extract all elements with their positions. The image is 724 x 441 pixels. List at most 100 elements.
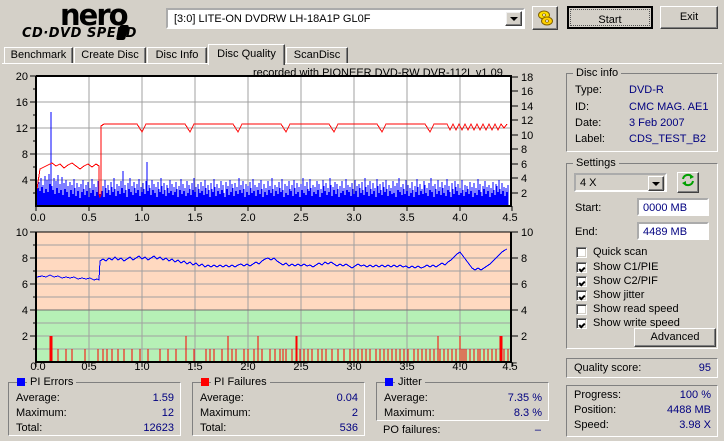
disc-date-value: 3 Feb 2007 bbox=[629, 117, 685, 129]
speed-label: Speed: bbox=[574, 419, 609, 431]
pi-errors-chart[interactable]: 20 16 12 8 4 18 16 14 12 10 8 6 4 2 bbox=[0, 66, 560, 222]
svg-text:8: 8 bbox=[22, 253, 28, 265]
exit-button[interactable]: Exit bbox=[660, 6, 718, 29]
pi-failures-stats-group: PI Failures Average: 0.04 Maximum: 2 Tot… bbox=[192, 376, 365, 436]
scan-end-input[interactable]: 4489 MB bbox=[637, 222, 709, 240]
drive-select-value: [3:0] LITE-ON DVDRW LH-18A1P GL0F bbox=[174, 13, 371, 25]
svg-text:10: 10 bbox=[521, 130, 533, 142]
tab-disc-quality[interactable]: Disc Quality bbox=[208, 44, 285, 65]
po-failures-value: – bbox=[534, 424, 541, 436]
svg-text:4.0: 4.0 bbox=[452, 212, 467, 222]
svg-text:10: 10 bbox=[521, 227, 533, 239]
pi-failures-maximum-label: Maximum: bbox=[200, 407, 251, 419]
tab-disc-quality-label: Disc Quality bbox=[217, 48, 276, 60]
show-c1-pie-label: Show C1/PIE bbox=[593, 261, 659, 273]
refresh-icon bbox=[682, 173, 694, 187]
pi-failures-color-swatch bbox=[201, 378, 209, 386]
svg-text:1.5: 1.5 bbox=[187, 212, 202, 222]
position-label: Position: bbox=[574, 404, 617, 416]
svg-text:2.0: 2.0 bbox=[240, 212, 255, 222]
pi-errors-color-swatch bbox=[17, 378, 25, 386]
tab-bar: Benchmark Create Disc Disc Info Disc Qua… bbox=[0, 44, 724, 65]
disc-label-label: Label: bbox=[575, 133, 605, 145]
disc-info-group: Disc info Type: DVD-R ID: CMC MAG. AE1 D… bbox=[566, 67, 718, 152]
svg-text:16: 16 bbox=[16, 97, 28, 109]
position-value: 4488 MB bbox=[666, 404, 711, 416]
show-write-speed-checkbox[interactable] bbox=[576, 318, 587, 329]
disc-id-label: ID: bbox=[575, 101, 590, 113]
svg-text:4: 4 bbox=[521, 173, 527, 185]
svg-text:0.5: 0.5 bbox=[81, 212, 96, 222]
chevron-down-icon bbox=[652, 181, 660, 186]
show-c2-pif-checkbox[interactable] bbox=[576, 276, 587, 287]
jitter-average-label: Average: bbox=[384, 392, 428, 404]
jitter-maximum-value: 8.3 % bbox=[513, 407, 542, 419]
quick-scan-checkbox[interactable] bbox=[576, 247, 587, 258]
svg-text:0.0: 0.0 bbox=[30, 361, 45, 370]
disc-date-label: Date: bbox=[575, 117, 602, 129]
jitter-average-value: 7.35 % bbox=[507, 392, 542, 404]
quality-score-value: 95 bbox=[698, 362, 711, 374]
refresh-button[interactable] bbox=[677, 172, 699, 193]
chevron-down-icon bbox=[509, 16, 518, 21]
svg-text:3.0: 3.0 bbox=[346, 212, 361, 222]
speed-select[interactable]: 4 X bbox=[574, 173, 667, 192]
pi-errors-average-label: Average: bbox=[16, 392, 60, 404]
svg-text:20: 20 bbox=[16, 71, 28, 83]
pi-failures-average-value: 0.04 bbox=[336, 392, 358, 404]
drive-dropdown-button[interactable] bbox=[505, 11, 522, 26]
speed-dropdown-button[interactable] bbox=[648, 176, 664, 191]
tab-disc-info[interactable]: Disc Info bbox=[147, 47, 207, 64]
pi-failures-legend: PI Failures bbox=[211, 376, 270, 388]
svg-text:1.0: 1.0 bbox=[134, 361, 149, 370]
svg-text:6: 6 bbox=[521, 279, 527, 291]
jitter-line bbox=[36, 248, 508, 281]
jitter-pif-chart[interactable]: 10 8 6 4 2 10 8 6 4 2 bbox=[0, 224, 560, 370]
show-c1-pie-checkbox[interactable] bbox=[576, 262, 587, 273]
scan-start-input[interactable]: 0000 MB bbox=[637, 198, 709, 216]
pi-errors-maximum-value: 12 bbox=[161, 407, 174, 419]
quality-score-box: Quality score: 95 bbox=[566, 358, 718, 378]
pi-errors-maximum-label: Maximum: bbox=[16, 407, 67, 419]
tab-scandisc[interactable]: ScanDisc bbox=[286, 47, 348, 64]
exit-button-label: Exit bbox=[679, 11, 699, 23]
pi-failures-spikes bbox=[49, 336, 509, 362]
tab-benchmark[interactable]: Benchmark bbox=[4, 47, 73, 64]
tab-scandisc-label: ScanDisc bbox=[293, 49, 341, 61]
disc-scan-button[interactable] bbox=[532, 6, 558, 30]
jitter-color-swatch bbox=[385, 378, 393, 386]
svg-text:10: 10 bbox=[16, 227, 28, 239]
logo-text-cddvdspeed: CD·DVD SPEED bbox=[22, 26, 137, 41]
start-button[interactable]: Start bbox=[567, 6, 653, 29]
svg-text:6: 6 bbox=[521, 159, 527, 171]
settings-legend: Settings bbox=[573, 157, 619, 169]
logo-text-nero: nero bbox=[60, 0, 129, 32]
svg-text:1.0: 1.0 bbox=[134, 212, 149, 222]
svg-text:4.5: 4.5 bbox=[502, 212, 517, 222]
disc-type-value: DVD-R bbox=[629, 84, 664, 96]
tab-create-disc[interactable]: Create Disc bbox=[74, 47, 146, 64]
show-jitter-checkbox[interactable] bbox=[576, 290, 587, 301]
show-jitter-label: Show jitter bbox=[593, 289, 645, 301]
write-speed-line bbox=[36, 122, 508, 199]
svg-text:2: 2 bbox=[521, 188, 527, 200]
svg-text:14: 14 bbox=[521, 101, 533, 113]
svg-text:8: 8 bbox=[521, 144, 527, 156]
pi-errors-total-value: 12623 bbox=[143, 422, 174, 434]
svg-text:18: 18 bbox=[521, 72, 533, 84]
pi-failures-maximum-value: 2 bbox=[351, 407, 358, 419]
show-c2-pif-label: Show C2/PIF bbox=[593, 275, 658, 287]
drive-select[interactable]: [3:0] LITE-ON DVDRW LH-18A1P GL0F bbox=[166, 8, 525, 29]
tab-disc-info-label: Disc Info bbox=[155, 49, 199, 61]
svg-text:16: 16 bbox=[521, 86, 533, 98]
svg-text:2.5: 2.5 bbox=[293, 212, 308, 222]
show-read-speed-checkbox[interactable] bbox=[576, 304, 587, 315]
disc-scan-icon bbox=[538, 10, 553, 26]
advanced-button[interactable]: Advanced bbox=[634, 328, 716, 347]
svg-text:3.5: 3.5 bbox=[399, 212, 414, 222]
svg-text:2: 2 bbox=[521, 331, 527, 343]
show-write-speed-label: Show write speed bbox=[593, 317, 680, 329]
scan-start-value: 0000 MB bbox=[643, 202, 688, 214]
svg-text:4: 4 bbox=[22, 175, 28, 187]
